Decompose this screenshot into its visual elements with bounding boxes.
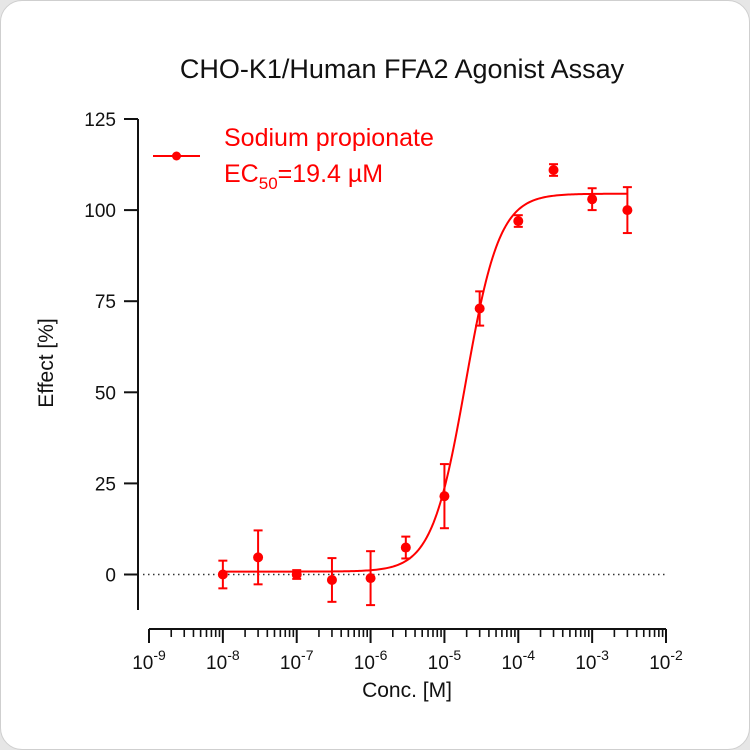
ec50-value: =19.4 µM xyxy=(278,160,383,188)
chart-title: CHO-K1/Human FFA2 Agonist Assay xyxy=(180,54,625,84)
ec50-subscript: 50 xyxy=(259,174,278,193)
y-tick-label: 0 xyxy=(105,566,116,587)
y-tick-label: 75 xyxy=(95,292,116,313)
y-axis-label: Effect [%] xyxy=(35,318,58,408)
y-tick-label: 100 xyxy=(84,201,116,222)
x-tick-exponent: -4 xyxy=(523,647,536,663)
x-tick-label: 10-8 xyxy=(206,647,240,674)
data-point xyxy=(365,573,376,584)
data-point xyxy=(291,569,302,580)
y-tick-label: 125 xyxy=(84,110,116,131)
data-point xyxy=(217,569,228,580)
legend: Sodium propionate EC50=19.4 µM xyxy=(153,124,434,193)
ec50-prefix: EC xyxy=(224,160,259,188)
y-tick-label: 50 xyxy=(95,383,116,404)
x-tick-label: 10-6 xyxy=(354,647,388,674)
data-point xyxy=(439,491,450,502)
x-tick-exponent: -7 xyxy=(301,647,314,663)
data-point xyxy=(474,303,485,314)
fit-curve xyxy=(222,192,628,573)
x-tick-exponent: -9 xyxy=(153,647,166,663)
x-tick-base: 10 xyxy=(575,653,596,674)
legend-ec50: EC50=19.4 µM xyxy=(224,160,383,193)
x-tick-exponent: -5 xyxy=(449,647,462,663)
x-tick-label: 10-2 xyxy=(649,647,683,674)
x-tick-base: 10 xyxy=(428,653,449,674)
x-axis-label: Conc. [M] xyxy=(362,679,452,702)
data-point xyxy=(400,542,411,553)
x-tick-base: 10 xyxy=(354,653,375,674)
x-tick-base: 10 xyxy=(501,653,522,674)
data-point xyxy=(253,552,264,563)
data-point xyxy=(587,194,598,205)
x-tick-exponent: -8 xyxy=(227,647,240,663)
x-tick-exponent: -3 xyxy=(596,647,609,663)
x-tick-label: 10-4 xyxy=(501,647,535,674)
data-point xyxy=(513,216,524,227)
data-point xyxy=(622,205,633,216)
y-tick-label: 25 xyxy=(95,474,116,495)
x-tick-label: 10-9 xyxy=(132,647,166,674)
data-point xyxy=(326,574,337,585)
legend-series-name: Sodium propionate xyxy=(224,124,434,152)
x-axis: 10-9 10-8 10-7 10-6 10-5 10-4 10-3 10-2 xyxy=(132,628,683,674)
x-tick-exponent: -6 xyxy=(375,647,388,663)
x-tick-label: 10-5 xyxy=(428,647,462,674)
data-point xyxy=(548,165,559,176)
x-tick-exponent: -2 xyxy=(670,647,683,663)
x-tick-label: 10-3 xyxy=(575,647,609,674)
x-tick-base: 10 xyxy=(206,653,227,674)
x-tick-base: 10 xyxy=(132,653,153,674)
x-tick-label: 10-7 xyxy=(280,647,314,674)
legend-marker xyxy=(172,151,181,161)
x-tick-base: 10 xyxy=(280,653,301,674)
x-tick-base: 10 xyxy=(649,653,670,674)
y-axis: 0 25 50 75 100 125 xyxy=(84,110,139,610)
data-points xyxy=(217,163,633,607)
